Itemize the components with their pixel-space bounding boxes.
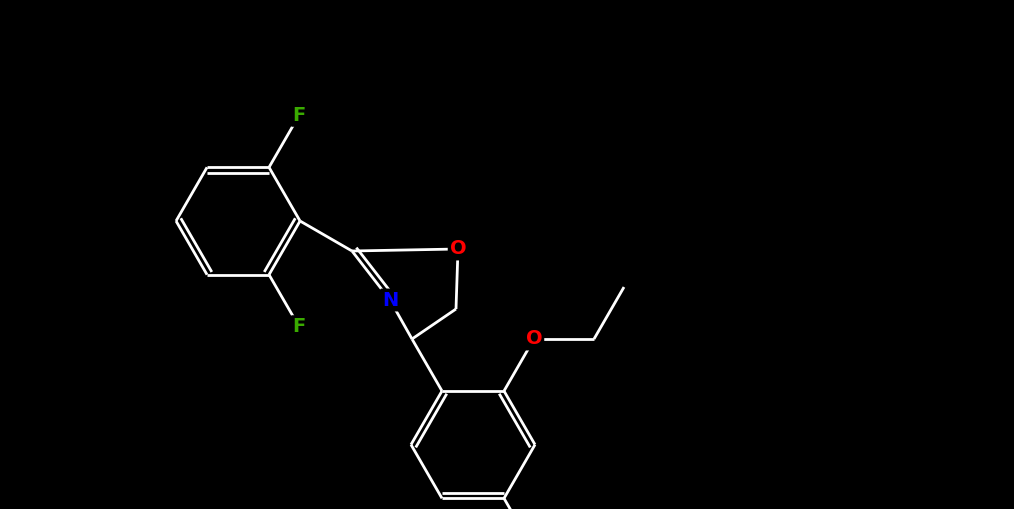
Text: O: O	[449, 240, 466, 259]
Text: O: O	[525, 329, 542, 349]
Text: F: F	[292, 317, 305, 336]
Text: N: N	[382, 291, 399, 309]
Text: F: F	[292, 106, 305, 125]
